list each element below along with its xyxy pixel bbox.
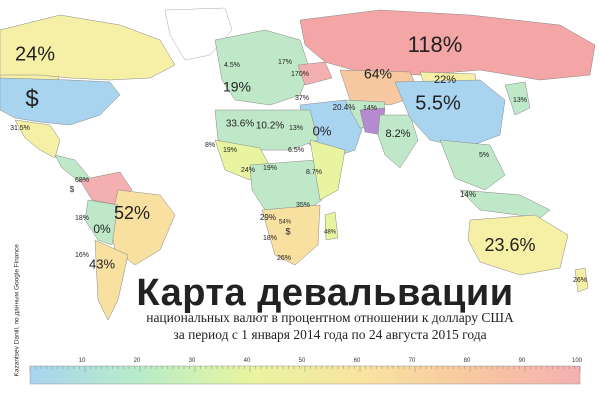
region-greenland: [164, 7, 233, 61]
label-russia: 118%: [408, 32, 463, 57]
label-turkey: 20.4%: [333, 103, 356, 112]
region-usa: [0, 77, 121, 126]
scale-tick-label: 60: [354, 358, 361, 364]
label-indonesia: 14%: [460, 190, 476, 199]
region-north-africa: [214, 109, 319, 151]
scale-tick-label: 70: [409, 358, 416, 364]
label-venezuela: 68%: [75, 177, 89, 184]
region-russia: [299, 9, 596, 81]
label-zambia: 54%: [279, 220, 292, 226]
label-namibia: 18%: [263, 235, 277, 242]
region-east-africa: [309, 139, 346, 201]
region-new-zealand: [574, 267, 589, 293]
label-sudan: 6.5%: [288, 147, 304, 154]
scale-tick-label: 90: [519, 358, 526, 364]
label-south-africa: 26%: [277, 255, 291, 262]
label-nigeria: 24%: [241, 167, 255, 174]
label-ukraine: 170%: [291, 71, 309, 78]
label-sweden: 4.5%: [224, 62, 240, 69]
label-mongolia: 22%: [434, 74, 456, 86]
label-india: 8.2%: [385, 128, 410, 140]
scale-tick-label: 100: [572, 358, 583, 364]
region-ukraine: [297, 61, 333, 86]
region-madagascar: [324, 211, 339, 241]
scale-tick-label: 50: [299, 358, 306, 364]
label-chad: 19%: [263, 165, 277, 172]
label-uzbekistan: 14%: [363, 105, 377, 112]
scale-tick-label: 40: [244, 358, 251, 364]
region-indonesia: [459, 189, 551, 219]
region-canada: [0, 14, 176, 81]
region-europe: [214, 29, 311, 106]
label-usa: $: [25, 85, 38, 112]
label-china: 5.5%: [415, 92, 461, 114]
label-zimbabwe: $: [285, 226, 290, 236]
label-europe-west: 19%: [223, 79, 251, 95]
label-kazakhstan: 64%: [364, 66, 392, 82]
region-china: [394, 79, 506, 149]
label-brazil: 52%: [114, 203, 150, 223]
label-argentina: 43%: [89, 256, 115, 271]
label-bolivia: 0%: [93, 222, 111, 236]
label-mozambique: 35%: [296, 202, 310, 209]
label-japan: 13%: [513, 97, 527, 104]
label-chile: 16%: [75, 252, 89, 259]
label-algeria: 33.6%: [226, 119, 254, 130]
region-southern-africa: [261, 204, 321, 266]
label-mali: 8%: [205, 142, 215, 149]
scale-tick-label: 10: [79, 358, 86, 364]
map-title: Карта девальвации: [136, 272, 514, 314]
label-canada: 24%: [15, 43, 55, 65]
region-peru-bolivia: [84, 199, 119, 246]
label-madagascar: 48%: [324, 230, 337, 236]
label-norway: 17%: [278, 59, 292, 66]
scale-tick-label: 30: [189, 358, 196, 364]
label-new-zealand: 26%: [573, 277, 587, 284]
scale-tick-label: 80: [464, 358, 471, 364]
scale-tick-label: 20: [134, 358, 141, 364]
label-saudi: 0%: [313, 123, 332, 138]
label-ethiopia: 8.7%: [306, 169, 322, 176]
label-belarus: 37%: [295, 95, 309, 102]
region-japan-korea: [504, 81, 531, 116]
source-credit: Kazantsev Daniil, по данным Google Finan…: [13, 244, 21, 377]
label-ecuador: $: [70, 185, 75, 194]
region-india: [377, 114, 419, 169]
label-se-asia: 5%: [479, 152, 489, 159]
label-niger: 19%: [223, 147, 237, 154]
region-argentina: [94, 239, 129, 321]
region-mexico: [14, 119, 61, 159]
color-scale: 10 20 30 40 50 60 70 80 90 100: [29, 358, 583, 385]
label-peru: 18%: [75, 215, 89, 222]
region-se-asia: [439, 139, 506, 191]
label-egypt: 13%: [289, 125, 303, 132]
label-australia: 23.6%: [484, 235, 535, 255]
label-mexico: 31.5%: [10, 125, 30, 132]
region-australia: [467, 214, 569, 276]
subtitle-line-1: национальных валют в процентном отношени…: [146, 310, 514, 325]
subtitle-line-2: за период с 1 января 2014 года по 24 авг…: [173, 327, 487, 342]
label-libya: 10.2%: [256, 121, 284, 132]
label-congo: 29%: [260, 213, 276, 222]
